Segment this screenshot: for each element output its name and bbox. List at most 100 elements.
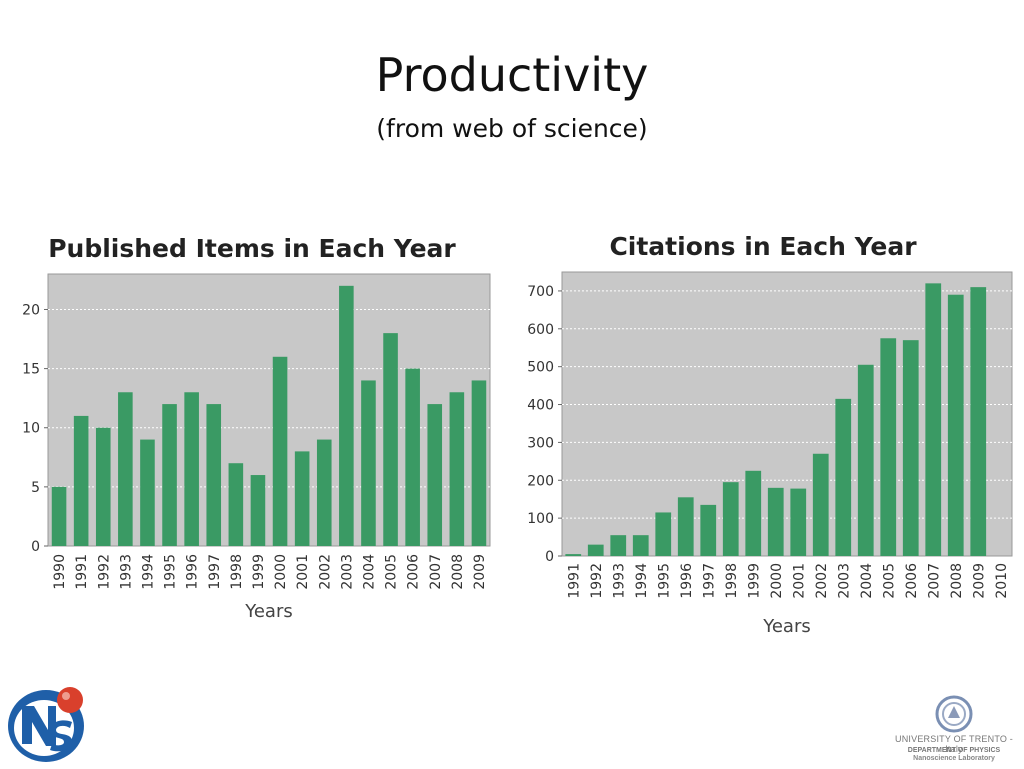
- published-x-tick-label: 2004: [361, 554, 377, 590]
- citations-x-tick-label: 1995: [656, 563, 672, 599]
- citations-y-tick-label: 500: [527, 360, 554, 376]
- nls-logo-icon: [4, 676, 92, 764]
- citations-x-tick-label: 2001: [791, 563, 807, 599]
- published-x-tick-label: 1997: [207, 554, 223, 590]
- citations-bar-2003: [835, 398, 852, 556]
- citations-y-tick-label: 600: [527, 322, 554, 338]
- published-bar-2007: [427, 404, 443, 546]
- department-name: DEPARTMENT OF PHYSICS: [907, 747, 1001, 754]
- citations-x-tick-label: 2007: [926, 563, 942, 599]
- citations-bar-1999: [745, 470, 762, 556]
- published-items-chart-svg: Published Items in Each Year 0 5 10 15 20 1990…: [22, 234, 491, 622]
- published-bar-1995: [162, 404, 177, 546]
- citations-bar-1997: [700, 504, 717, 556]
- citations-chart-svg: Citations in Each Year 0 100 200 300 400 500 60…: [527, 232, 1013, 637]
- university-logo: UNIVERSITY OF TRENTO - Italy DEPARTMENT …: [890, 694, 1018, 764]
- citations-bar-2000: [767, 487, 784, 556]
- published-bar-1992: [95, 427, 111, 546]
- citations-x-tick-label: 1993: [611, 563, 627, 599]
- slide-title: Productivity: [375, 48, 649, 102]
- published-y-tick-label: 0: [31, 539, 40, 555]
- published-x-tick-label: 1993: [118, 554, 134, 590]
- citations-x-tick-label: 1992: [589, 563, 605, 599]
- citations-x-tick-label: 1999: [746, 563, 762, 599]
- published-x-tick-label: 2009: [472, 554, 488, 590]
- citations-chart: Citations in Each Year 0 100 200 300 400 500 60…: [510, 220, 1024, 640]
- published-x-tick-label: 2002: [317, 554, 333, 590]
- citations-bar-2002: [812, 453, 829, 556]
- published-x-tick-label: 1991: [74, 554, 90, 590]
- published-y-tick-label: 10: [22, 421, 40, 437]
- citations-x-tick-label: 1991: [566, 563, 582, 599]
- citations-bar-2006: [902, 340, 919, 556]
- citations-x-tick-label: 1997: [701, 563, 717, 599]
- citations-x-tick-label: 2008: [949, 563, 965, 599]
- laboratory-name: Nanoscience Laboratory: [913, 755, 995, 762]
- published-y-tick-label: 20: [22, 302, 40, 318]
- published-x-axis-label: Years: [244, 601, 293, 622]
- citations-y-tick-label: 400: [527, 398, 554, 414]
- citations-bar-2004: [857, 364, 874, 556]
- published-x-tick-label: 1996: [185, 554, 201, 590]
- citations-x-tick-label: 1996: [679, 563, 695, 599]
- citations-bar-1993: [610, 535, 627, 556]
- published-bar-2006: [405, 368, 420, 546]
- published-bar-1997: [206, 404, 222, 546]
- citations-chart-title: Citations in Each Year: [609, 232, 917, 261]
- published-x-tick-label: 1992: [96, 554, 112, 590]
- published-x-tick-label: 2006: [406, 554, 422, 590]
- published-y-tick-label: 5: [31, 480, 40, 496]
- published-plot-area: [47, 273, 491, 547]
- published-bar-2005: [383, 333, 398, 546]
- published-bar-2003: [339, 285, 354, 546]
- university-seal-icon: [935, 695, 973, 733]
- citations-bar-2001: [790, 488, 807, 556]
- published-x-tick-label: 1998: [229, 554, 245, 590]
- published-bar-1990: [51, 486, 67, 546]
- published-bar-1993: [118, 392, 133, 546]
- citations-x-tick-label: 2009: [971, 563, 987, 599]
- published-bar-2008: [449, 392, 465, 546]
- published-x-tick-label: 2003: [339, 554, 355, 590]
- published-x-tick-label: 2000: [273, 554, 289, 590]
- university-name: UNIVERSITY OF TRENTO - Italy: [895, 734, 1013, 754]
- published-x-tick-label: 2001: [295, 554, 311, 590]
- published-y-tick-label: 15: [22, 362, 40, 378]
- citations-y-tick-label: 0: [545, 549, 554, 565]
- citations-y-tick-label: 200: [527, 473, 554, 489]
- citations-bar-2007: [925, 283, 942, 556]
- citations-x-tick-label: 1994: [634, 563, 650, 599]
- citations-bar-1991: [565, 554, 582, 556]
- published-bar-2001: [294, 451, 310, 546]
- citations-x-tick-label: 2006: [904, 563, 920, 599]
- citations-bar-1992: [587, 544, 604, 556]
- published-x-tick-label: 2008: [450, 554, 466, 590]
- citations-bar-1996: [677, 497, 694, 556]
- citations-y-tick-label: 700: [527, 284, 554, 300]
- published-x-tick-label: 1990: [52, 554, 68, 590]
- published-x-tick-label: 2005: [384, 554, 400, 590]
- citations-bar-1994: [632, 535, 649, 556]
- published-x-tick-label: 1995: [163, 554, 179, 590]
- citations-plot-area: [561, 271, 1013, 557]
- published-bar-1999: [250, 475, 266, 546]
- citations-x-tick-label: 2004: [859, 563, 875, 599]
- citations-bar-2009: [970, 287, 987, 556]
- citations-x-tick-label: 2005: [881, 563, 897, 599]
- published-x-tick-label: 2007: [428, 554, 444, 590]
- citations-x-tick-label: 2003: [836, 563, 852, 599]
- citations-bar-2008: [947, 294, 964, 556]
- published-bar-2004: [361, 380, 376, 546]
- citations-bar-1995: [655, 512, 672, 556]
- published-x-tick-label: 1999: [251, 554, 267, 590]
- citations-x-tick-label: 2002: [814, 563, 830, 599]
- citations-bar-2005: [880, 338, 897, 556]
- citations-x-tick-label: 1998: [724, 563, 740, 599]
- citations-bar-1998: [722, 482, 739, 556]
- published-bar-2000: [272, 356, 288, 546]
- citations-y-tick-label: 300: [527, 435, 554, 451]
- slide-subtitle: (from web of science): [376, 114, 648, 143]
- citations-x-tick-label: 2000: [769, 563, 785, 599]
- citations-y-tick-label: 100: [527, 511, 554, 527]
- published-bar-2002: [316, 439, 332, 546]
